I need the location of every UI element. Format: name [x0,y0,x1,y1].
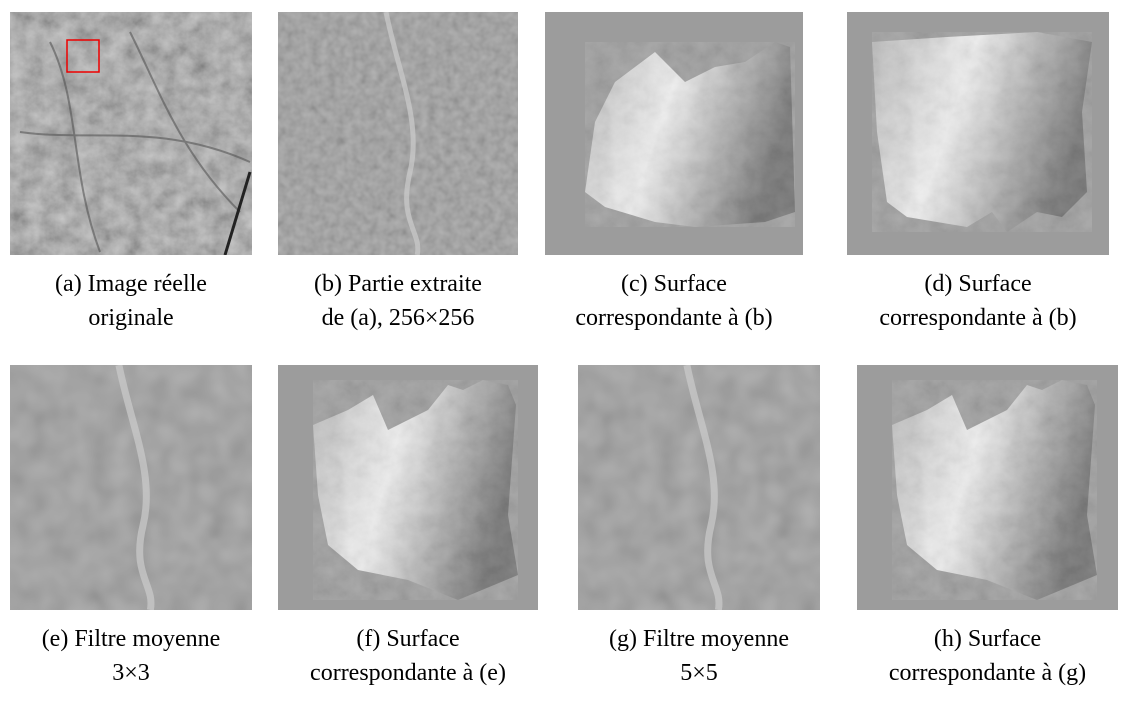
caption-line: 5×5 [538,656,860,690]
surface-shading [872,32,1092,232]
image [10,12,252,255]
caption-line: (c) Surface [505,267,843,301]
caption-line: (g) Filtre moyenne [538,622,860,656]
caption-line: (d) Surface [807,267,1122,301]
caption-line: correspondante à (b) [807,301,1122,335]
caption-line: correspondante à (b) [505,301,843,335]
caption-line: correspondante à (g) [817,656,1122,690]
image [278,365,538,610]
image [545,12,803,255]
image [278,12,518,255]
image [578,365,820,610]
image [10,365,252,610]
texture [278,12,518,255]
caption-line: (f) Surface [238,622,578,656]
caption-line: correspondante à (e) [238,656,578,690]
image [847,12,1109,255]
caption-line: (h) Surface [817,622,1122,656]
image [857,365,1118,610]
